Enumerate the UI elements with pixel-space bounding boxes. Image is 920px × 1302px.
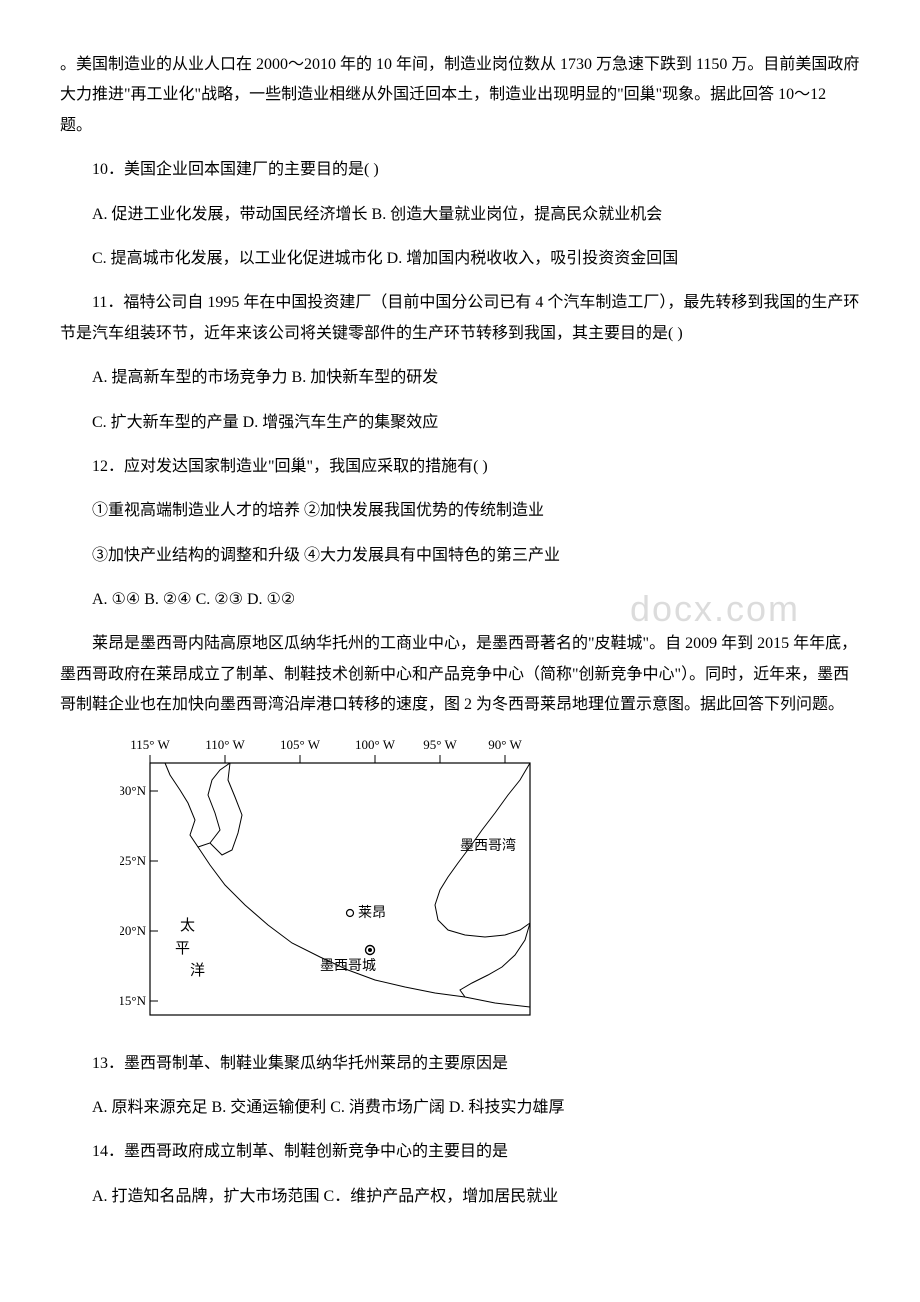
q12-options-abcd: A. ①④ B. ②④ C. ②③ D. ①② (60, 585, 860, 615)
gulf-label: 墨西哥湾 (460, 837, 516, 854)
lon-label: 100° W (355, 737, 396, 752)
intro-paragraph: 。美国制造业的从业人口在 2000～2010 年的 10 年间，制造业岗位数从 … (60, 50, 860, 141)
mexico-city-label: 墨西哥城 (320, 958, 376, 974)
lon-label: 115° W (130, 737, 170, 752)
q12-stem: 12．应对发达国家制造业"回巢"，我国应采取的措施有( ) (60, 452, 860, 482)
lon-label: 90° W (488, 737, 522, 752)
lat-label: 25°N (120, 853, 147, 868)
lon-label: 95° W (423, 737, 457, 752)
q11-options-cd: C. 扩大新车型的产量 D. 增强汽车生产的集聚效应 (60, 408, 860, 438)
q10-options-cd: C. 提高城市化发展，以工业化促进城市化 D. 增加国内税收收入，吸引投资资金回… (60, 244, 860, 274)
pacific-label-3: 洋 (190, 962, 205, 979)
q14-stem: 14．墨西哥政府成立制革、制鞋创新竞争中心的主要目的是 (60, 1137, 860, 1167)
q10-stem: 10．美国企业回本国建厂的主要目的是( ) (60, 155, 860, 185)
passage2-paragraph: 莱昂是墨西哥内陆高原地区瓜纳华托州的工商业中心，是墨西哥著名的"皮鞋城"。自 2… (60, 629, 860, 720)
q13-options: A. 原料来源充足 B. 交通运输便利 C. 消费市场广阔 D. 科技实力雄厚 (60, 1093, 860, 1123)
lat-label: 20°N (120, 923, 147, 938)
pacific-label-1: 太 (180, 917, 195, 934)
q12-option-line2: ③加快产业结构的调整和升级 ④大力发展具有中国特色的第三产业 (60, 541, 860, 571)
q10-options-ab: A. 促进工业化发展，带动国民经济增长 B. 创造大量就业岗位，提高民众就业机会 (60, 200, 860, 230)
lon-label: 110° W (205, 737, 245, 752)
q11-options-ab: A. 提高新车型的市场竞争力 B. 加快新车型的研发 (60, 363, 860, 393)
map-figure: 115° W 110° W 105° W 100° W 95° W 90° W … (120, 735, 860, 1035)
lon-label: 105° W (280, 737, 321, 752)
pacific-label-2: 平 (175, 941, 190, 957)
leon-label: 莱昂 (358, 905, 386, 921)
q14-options-ac: A. 打造知名品牌，扩大市场范围 C．维护产品产权，增加居民就业 (60, 1182, 860, 1212)
mexico-map-svg: 115° W 110° W 105° W 100° W 95° W 90° W … (120, 735, 550, 1035)
lat-label: 30°N (120, 783, 147, 798)
lat-label: 15°N (120, 993, 147, 1008)
q11-stem: 11．福特公司自 1995 年在中国投资建厂（目前中国分公司已有 4 个汽车制造… (60, 288, 860, 349)
q12-option-line1: ①重视高端制造业人才的培养 ②加快发展我国优势的传统制造业 (60, 496, 860, 526)
q13-stem: 13．墨西哥制革、制鞋业集聚瓜纳华托州莱昂的主要原因是 (60, 1049, 860, 1079)
